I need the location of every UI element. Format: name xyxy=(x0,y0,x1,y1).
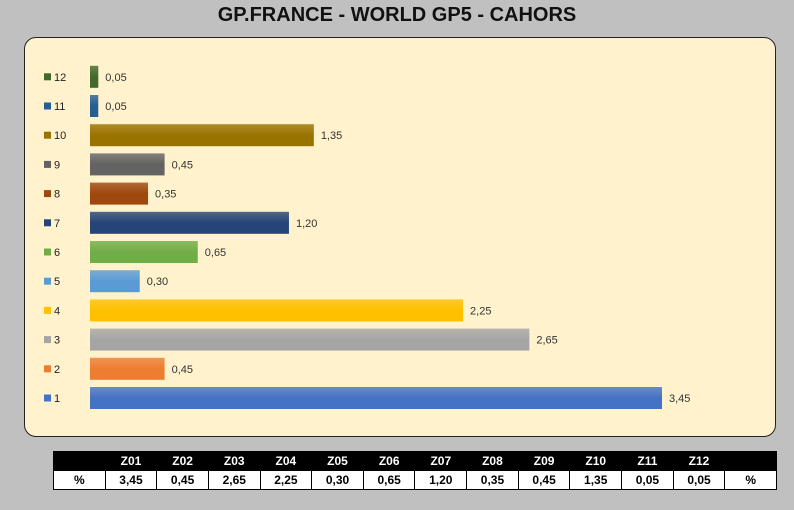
data-label-3: 2,65 xyxy=(536,335,557,347)
table-value-cell: 0,45 xyxy=(517,470,571,490)
chart-title: GP.FRANCE - WORLD GP5 - CAHORS xyxy=(217,4,577,26)
data-table: Z01 Z02 Z03 Z04 Z05 Z06 Z07 Z08 Z09 Z10 Z11 Z12 % 3,… xyxy=(53,451,777,490)
legend-label-4: 4 xyxy=(54,305,60,317)
table-value-cell: 0,65 xyxy=(362,470,416,490)
table-header-cell: Z06 xyxy=(362,451,416,471)
legend-label-7: 7 xyxy=(54,218,60,230)
table-value-cell: % xyxy=(53,470,106,490)
legend-marker-11 xyxy=(44,102,51,110)
bar-8 xyxy=(90,182,149,205)
data-label-1: 3,45 xyxy=(669,393,690,405)
bar-9 xyxy=(90,153,165,176)
data-label-2: 0,45 xyxy=(172,364,193,376)
table-header-cell xyxy=(724,451,777,471)
data-label-9: 0,45 xyxy=(172,159,193,171)
legend-marker-12 xyxy=(44,73,51,81)
bar-11 xyxy=(90,95,99,117)
data-label-5: 0,30 xyxy=(147,276,168,288)
legend-label-8: 8 xyxy=(54,189,60,201)
table-value-cell: 2,25 xyxy=(259,470,313,490)
data-label-7: 1,20 xyxy=(296,218,317,230)
bar-4 xyxy=(90,299,464,322)
data-label-11: 0,05 xyxy=(105,101,126,113)
bar-2 xyxy=(90,357,165,380)
table-header-row: Z01 Z02 Z03 Z04 Z05 Z06 Z07 Z08 Z09 Z10 Z11 Z12 xyxy=(53,451,777,471)
table-header-cell: Z01 xyxy=(104,451,158,471)
bar-6 xyxy=(90,241,198,263)
data-label-12: 0,05 xyxy=(105,72,126,84)
legend-label-9: 9 xyxy=(54,159,60,171)
bar-7 xyxy=(90,211,289,234)
table-header-cell: Z11 xyxy=(621,451,674,471)
table-value-cell: 0,30 xyxy=(311,470,364,490)
chart-panel: 1 3,45 2 0,45 3 2,65 4 2,25 5 0,30 6 0,65 7 1,20 8 0,35… xyxy=(24,37,776,437)
table-header-cell: Z02 xyxy=(156,451,209,471)
bar-10 xyxy=(90,124,314,147)
legend-marker-8 xyxy=(44,190,51,198)
table-header-cell: Z03 xyxy=(207,451,261,471)
bar-3 xyxy=(90,328,530,351)
data-label-6: 0,65 xyxy=(205,247,226,259)
table-header-cell: Z05 xyxy=(311,451,364,471)
table-header-cell: Z12 xyxy=(672,451,726,471)
table-value-cell: 3,45 xyxy=(104,470,158,490)
table-value-cell: 2,65 xyxy=(207,470,261,490)
table-header-cell: Z10 xyxy=(569,451,623,471)
legend-label-3: 3 xyxy=(54,335,60,347)
legend-marker-2 xyxy=(44,365,51,373)
bar-12 xyxy=(90,65,99,88)
table-value-cell: 0,05 xyxy=(672,470,726,490)
legend-label-10: 10 xyxy=(54,130,66,142)
table-value-cell: 1,20 xyxy=(414,470,468,490)
table-value-cell: 0,45 xyxy=(156,470,209,490)
legend-marker-1 xyxy=(44,394,51,402)
bar-1 xyxy=(90,387,662,409)
legend-marker-9 xyxy=(44,160,51,168)
legend-label-11: 11 xyxy=(54,101,65,113)
legend-label-12: 12 xyxy=(54,72,66,84)
legend-marker-4 xyxy=(44,306,51,314)
bar-5 xyxy=(90,270,140,293)
legend-marker-6 xyxy=(44,248,51,256)
table-header-cell xyxy=(53,451,106,471)
legend-marker-3 xyxy=(44,336,51,344)
legend-label-1: 1 xyxy=(54,393,60,405)
data-label-4: 2,25 xyxy=(470,305,491,317)
table-header-cell: Z04 xyxy=(259,451,313,471)
bar-chart: 1 3,45 2 0,45 3 2,65 4 2,25 5 0,30 6 0,65 7 1,20 8 0,35… xyxy=(44,65,690,409)
legend-label-6: 6 xyxy=(54,247,60,259)
table-value-cell: % xyxy=(724,470,777,490)
table-value-cell: 1,35 xyxy=(569,470,623,490)
table-header-cell: Z08 xyxy=(466,451,519,471)
table-value-row: % 3,45 0,45 2,65 2,25 0,30 0,65 1,20 0,35 0,45 1,3… xyxy=(53,470,777,490)
legend-marker-5 xyxy=(44,277,51,285)
legend-label-5: 5 xyxy=(54,276,60,288)
legend-marker-10 xyxy=(44,131,51,139)
legend-label-2: 2 xyxy=(54,364,60,376)
data-label-8: 0,35 xyxy=(155,189,176,201)
legend-marker-7 xyxy=(44,219,51,227)
table-header-cell: Z09 xyxy=(517,451,571,471)
data-label-10: 1,35 xyxy=(321,130,342,142)
table-value-cell: 0,35 xyxy=(466,470,519,490)
table-value-cell: 0,05 xyxy=(621,470,674,490)
table-header-cell: Z07 xyxy=(414,451,468,471)
